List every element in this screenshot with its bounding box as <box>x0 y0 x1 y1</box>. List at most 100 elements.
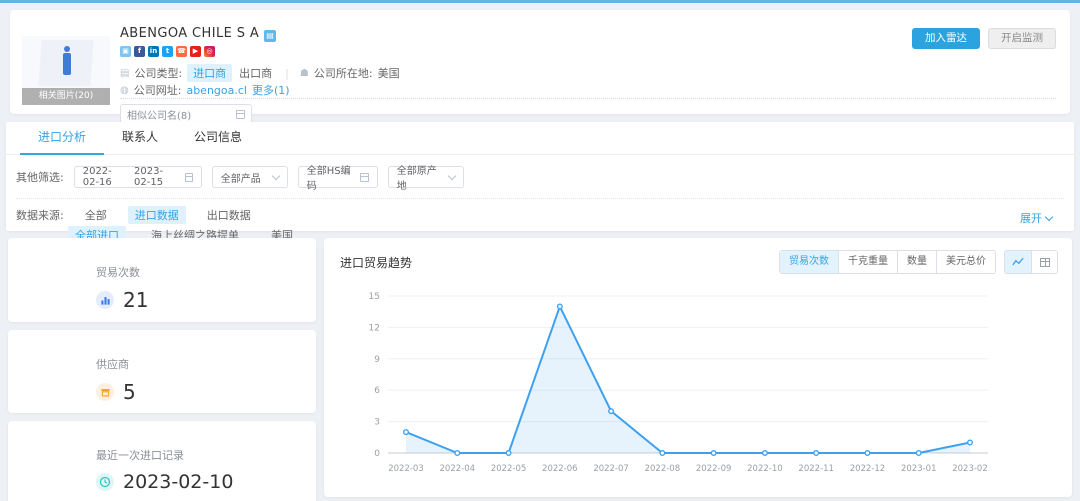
filter-dotted-divider <box>16 198 1064 199</box>
open-monitor-button[interactable]: 开启监测 <box>988 28 1056 49</box>
view-toggle-group <box>1004 250 1058 274</box>
chevron-down-icon <box>271 171 280 180</box>
chart-title: 进口贸易趋势 <box>340 256 413 270</box>
person-illustration-body <box>63 53 71 75</box>
chart-controls: 贸易次数 千克重量 数量 美元总价 <box>779 250 1058 274</box>
calendar-icon <box>185 172 193 182</box>
more-link[interactable]: 更多(1) <box>251 84 290 97</box>
divider: | <box>285 66 289 80</box>
svg-text:2022-07: 2022-07 <box>593 464 629 474</box>
add-radar-button[interactable]: 加入雷达 <box>912 28 980 49</box>
location-value: 美国 <box>377 67 400 80</box>
social-icons-row: ▣ f in t ☎ ▶ ◎ <box>120 46 215 57</box>
company-name: ABENGOA CHILE S A <box>120 26 260 41</box>
svg-text:2022-08: 2022-08 <box>645 464 681 474</box>
company-thumbnail[interactable] <box>22 36 110 90</box>
svg-text:2023-02: 2023-02 <box>952 464 988 474</box>
analysis-panel: 进口分析 联系人 公司信息 其他筛选: 2022-02-16 2023-02-1… <box>6 122 1074 244</box>
svg-text:3: 3 <box>374 418 380 428</box>
trend-chart-svg: 0 3 6 9 12 15 2022-03 2022-04 2022-05 2022-06 2022… <box>369 292 988 474</box>
last-import-card: 最近一次进口记录 2023-02-10 <box>8 421 316 501</box>
svg-text:2022-09: 2022-09 <box>696 464 732 474</box>
list-icon <box>236 110 245 119</box>
svg-text:0: 0 <box>374 449 380 459</box>
related-images-label[interactable]: 相关图片(20) <box>22 88 110 105</box>
data-source-row: 数据来源: 全部 进口数据 出口数据 <box>16 206 258 224</box>
importer-tag[interactable]: 进口商 <box>187 64 233 82</box>
expand-label: 展开 <box>1020 212 1042 225</box>
trend-chart[interactable]: 0 3 6 9 12 15 2022-03 2022-04 2022-05 2022-06 2022… <box>354 284 1004 482</box>
globe-icon: ◍ <box>120 84 129 96</box>
svg-text:2022-05: 2022-05 <box>491 464 527 474</box>
header-dotted-divider <box>120 98 1056 99</box>
similar-select-label: 相似公司名(8) <box>127 111 192 122</box>
instagram-icon[interactable]: ◎ <box>204 46 215 57</box>
metric-trade-count[interactable]: 贸易次数 <box>780 251 838 273</box>
company-type-label: 公司类型: <box>134 67 183 80</box>
shop-icon <box>96 383 114 401</box>
svg-text:2022-11: 2022-11 <box>798 464 834 474</box>
chevron-down-icon <box>447 171 456 180</box>
other-filter-label: 其他筛选: <box>16 171 64 184</box>
last-import-value: 2023-02-10 <box>123 471 234 493</box>
date-start: 2022-02-16 <box>82 166 112 188</box>
tabs-row: 进口分析 联系人 公司信息 <box>6 122 1074 155</box>
twitter-icon[interactable]: t <box>162 46 173 57</box>
hs-list-icon <box>359 172 369 182</box>
product-select[interactable]: 全部产品 <box>211 166 288 188</box>
svg-text:2023-01: 2023-01 <box>901 464 937 474</box>
company-name-row: ABENGOA CHILE S A ▤ <box>120 26 277 42</box>
person-illustration <box>64 46 70 52</box>
svg-text:2022-12: 2022-12 <box>850 464 886 474</box>
hs-code-select[interactable]: 全部HS编码 <box>297 166 378 192</box>
building-icon: ▤ <box>120 67 130 79</box>
svg-text:12: 12 <box>369 323 380 333</box>
youtube-icon[interactable]: ▶ <box>190 46 201 57</box>
last-import-label: 最近一次进口记录 <box>96 449 184 462</box>
company-data-icon[interactable]: ▤ <box>264 30 277 42</box>
svg-text:6: 6 <box>374 386 380 396</box>
website-label: 公司网址: <box>133 84 182 97</box>
trade-count-value: 21 <box>123 288 149 312</box>
tab-company-info[interactable]: 公司信息 <box>194 129 243 144</box>
company-website-row: ◍ 公司网址: abengoa.cl 更多(1) <box>120 82 290 98</box>
source-all[interactable]: 全部 <box>84 209 107 222</box>
phone-icon[interactable]: ☎ <box>176 46 187 57</box>
trade-count-card: 贸易次数 21 <box>8 238 316 322</box>
svg-text:2022-03: 2022-03 <box>388 464 424 474</box>
svg-text:2022-10: 2022-10 <box>747 464 783 474</box>
chevron-down-icon <box>1044 212 1054 221</box>
exporter-tag[interactable]: 出口商 <box>239 67 273 80</box>
svg-text:2022-04: 2022-04 <box>440 464 476 474</box>
source-import-data[interactable]: 进口数据 <box>127 206 186 224</box>
metric-kg-weight[interactable]: 千克重量 <box>838 251 897 273</box>
source-export-data[interactable]: 出口数据 <box>206 209 251 222</box>
tab-import-analysis[interactable]: 进口分析 <box>20 122 105 155</box>
date-end: 2023-02-15 <box>134 166 164 188</box>
supplier-card: 供应商 5 <box>8 330 316 413</box>
origin-select[interactable]: 全部原产地 <box>387 166 464 192</box>
data-source-label: 数据来源: <box>16 209 64 222</box>
clock-icon <box>96 473 114 491</box>
tab-contacts[interactable]: 联系人 <box>122 129 159 144</box>
company-header-card: 相关图片(20) ABENGOA CHILE S A ▤ ▣ f in t ☎ ▶… <box>10 10 1070 125</box>
website-link[interactable]: abengoa.cl <box>186 83 247 97</box>
metric-quantity[interactable]: 数量 <box>897 251 936 273</box>
supplier-value: 5 <box>123 380 136 404</box>
location-icon: ☗ <box>299 67 309 79</box>
metric-toggle-group: 贸易次数 千克重量 数量 美元总价 <box>779 250 996 274</box>
date-range-picker[interactable]: 2022-02-16 2023-02-15 <box>73 166 202 188</box>
header-buttons: 加入雷达 开启监测 <box>912 28 1056 49</box>
bar-chart-icon <box>96 291 114 309</box>
company-type-row: ▤ 公司类型: 进口商 出口商 | ☗ 公司所在地: 美国 <box>120 64 400 82</box>
table-icon[interactable] <box>1031 251 1057 273</box>
linkedin-icon[interactable]: in <box>148 46 159 57</box>
expand-toggle[interactable]: 展开 <box>1020 210 1054 226</box>
line-chart-icon[interactable] <box>1005 251 1031 273</box>
app-icon[interactable]: ▣ <box>120 46 131 57</box>
supplier-label: 供应商 <box>96 358 129 371</box>
origin-value: 全部原产地 <box>396 166 437 192</box>
filter-row: 其他筛选: 2022-02-16 2023-02-15 全部产品 全部HS编码 … <box>16 166 464 192</box>
facebook-icon[interactable]: f <box>134 46 145 57</box>
metric-usd-total[interactable]: 美元总价 <box>936 251 995 273</box>
